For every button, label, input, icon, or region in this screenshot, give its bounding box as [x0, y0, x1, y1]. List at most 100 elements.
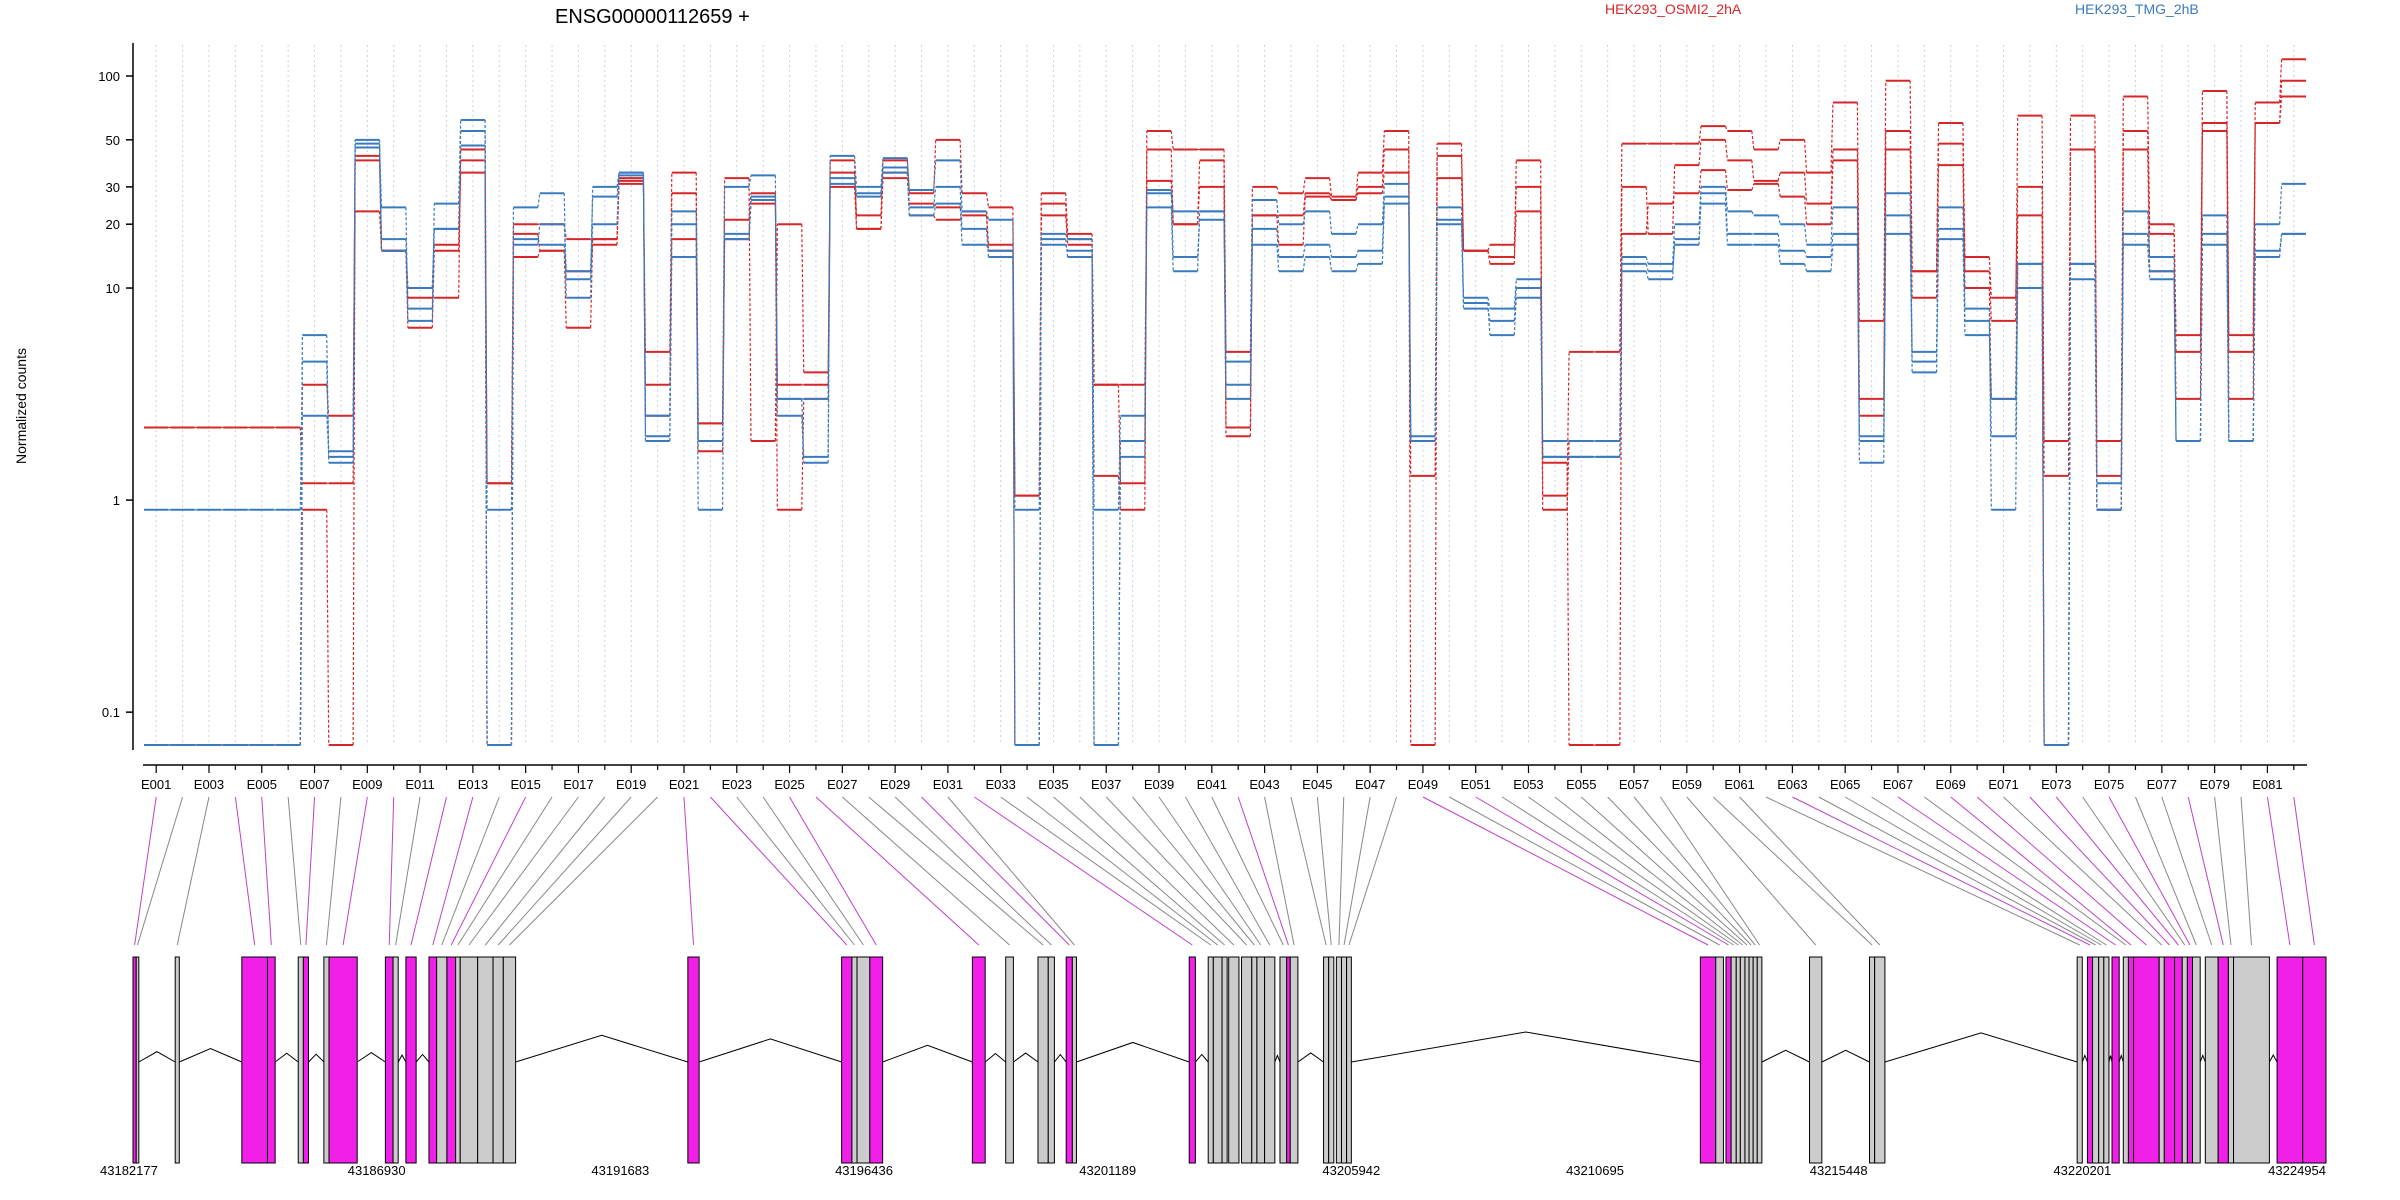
intron-line [2108, 1055, 2113, 1063]
connector-E047 [1343, 796, 1371, 946]
connector-E044 [1290, 796, 1327, 946]
connector-E082 [2293, 796, 2315, 946]
series-connector [563, 224, 567, 272]
connector-E073 [2055, 796, 2179, 946]
intron-line [2081, 1054, 2088, 1063]
series-connector [537, 250, 541, 258]
series-connector [1803, 172, 1808, 204]
series-connector [1065, 239, 1069, 258]
exon-box-E018 [477, 956, 494, 1164]
series-connector [326, 415, 330, 452]
connector-E043 [1264, 796, 1295, 946]
series-connector [801, 415, 805, 463]
x-tick-label: E059 [1672, 777, 1702, 792]
series-connector [352, 147, 356, 452]
series-connector [1355, 193, 1359, 201]
series-connector [1645, 256, 1649, 265]
exon-box-E060 [1869, 956, 1876, 1164]
genomic-coordinate-label: 43215448 [1810, 1163, 1868, 1178]
series-connector [1988, 308, 1992, 510]
exon-box-E042 [1286, 956, 1291, 1164]
series-connector [458, 145, 462, 229]
series-connector [1830, 207, 1834, 245]
series-connector [801, 398, 805, 510]
series-connector [1355, 263, 1359, 272]
connector-E064 [1818, 796, 2096, 946]
series-connector [1170, 180, 1174, 225]
y-tick-label: 30 [106, 180, 120, 195]
connector-E001 [134, 796, 157, 946]
series-connector [1302, 196, 1306, 245]
series-connector [1117, 384, 1122, 484]
series-connector [1302, 211, 1306, 225]
y-tick-label: 100 [98, 69, 120, 84]
intron-line [138, 1051, 176, 1063]
series-connector [933, 139, 937, 194]
exon-box-E049 [1699, 956, 1717, 1164]
series-connector [1935, 143, 1940, 272]
series-connector [1434, 207, 1438, 437]
series-connector [2015, 263, 2019, 437]
series-connector [2252, 250, 2256, 441]
exon-box-E038 [1251, 956, 1258, 1164]
exon-box-E028 [1037, 956, 1049, 1164]
x-tick-label: E037 [1091, 777, 1121, 792]
series-connector [1856, 233, 1860, 441]
intron-line [1821, 1049, 1870, 1063]
series-connector [1777, 215, 1781, 225]
series-connector [774, 200, 778, 399]
series-connector [1302, 244, 1306, 258]
exon-box-E016 [455, 956, 461, 1164]
connector-E013 [432, 796, 474, 946]
series-connector [2279, 233, 2283, 251]
series-connector [1460, 155, 1465, 251]
x-tick-label: E053 [1513, 777, 1543, 792]
connector-E021 [683, 796, 694, 946]
series-connector [1777, 244, 1781, 264]
x-tick-label: E029 [880, 777, 910, 792]
connector-E049 [1422, 796, 1709, 946]
connector-E002 [137, 796, 184, 946]
connector-E070 [1976, 796, 2147, 946]
exon-box-E004 [241, 956, 268, 1164]
x-tick-label: E067 [1883, 777, 1913, 792]
intron-line [698, 1038, 842, 1063]
x-tick-label: E043 [1249, 777, 1279, 792]
series-connector [2252, 123, 2256, 352]
connector-E020 [509, 796, 658, 946]
series-connector [853, 160, 858, 229]
series-connector [1645, 271, 1649, 280]
series-connector [1566, 351, 1570, 496]
exon-box-E035 [1221, 956, 1228, 1164]
connector-E074 [2082, 796, 2186, 946]
exon-box-E015 [446, 956, 457, 1164]
exon-connectors [134, 796, 2315, 946]
connector-E051 [1475, 796, 1729, 946]
legend-entry-tmg: HEK293_TMG_2hB [2075, 1, 2199, 17]
genomic-coordinate-label: 43224954 [2268, 1163, 2326, 1178]
series-connector [959, 186, 963, 229]
series-connector [906, 167, 910, 208]
series-connector [1619, 263, 1623, 457]
intron-line [1884, 1032, 2078, 1063]
connector-E024 [762, 796, 864, 946]
series-connector [405, 250, 409, 289]
series-connector [1513, 211, 1517, 258]
y-tick-label: 50 [106, 133, 120, 148]
series-connector [933, 203, 937, 208]
exon-box-E037 [1241, 956, 1253, 1164]
series-connector [1777, 139, 1781, 150]
series-connector [1962, 207, 1966, 309]
series-connector [2120, 233, 2124, 484]
series-connector [1328, 244, 1333, 258]
connector-E076 [2135, 796, 2197, 946]
exon-box-E078 [2217, 956, 2229, 1164]
x-tick-label: E007 [299, 777, 329, 792]
series-connector [2041, 115, 2045, 476]
exon-box-E017 [459, 956, 479, 1164]
x-tick-label: E077 [2147, 777, 2177, 792]
series-connector [959, 160, 963, 212]
series-connector [774, 224, 778, 441]
connector-E026 [815, 796, 980, 946]
series-connector [299, 335, 303, 746]
